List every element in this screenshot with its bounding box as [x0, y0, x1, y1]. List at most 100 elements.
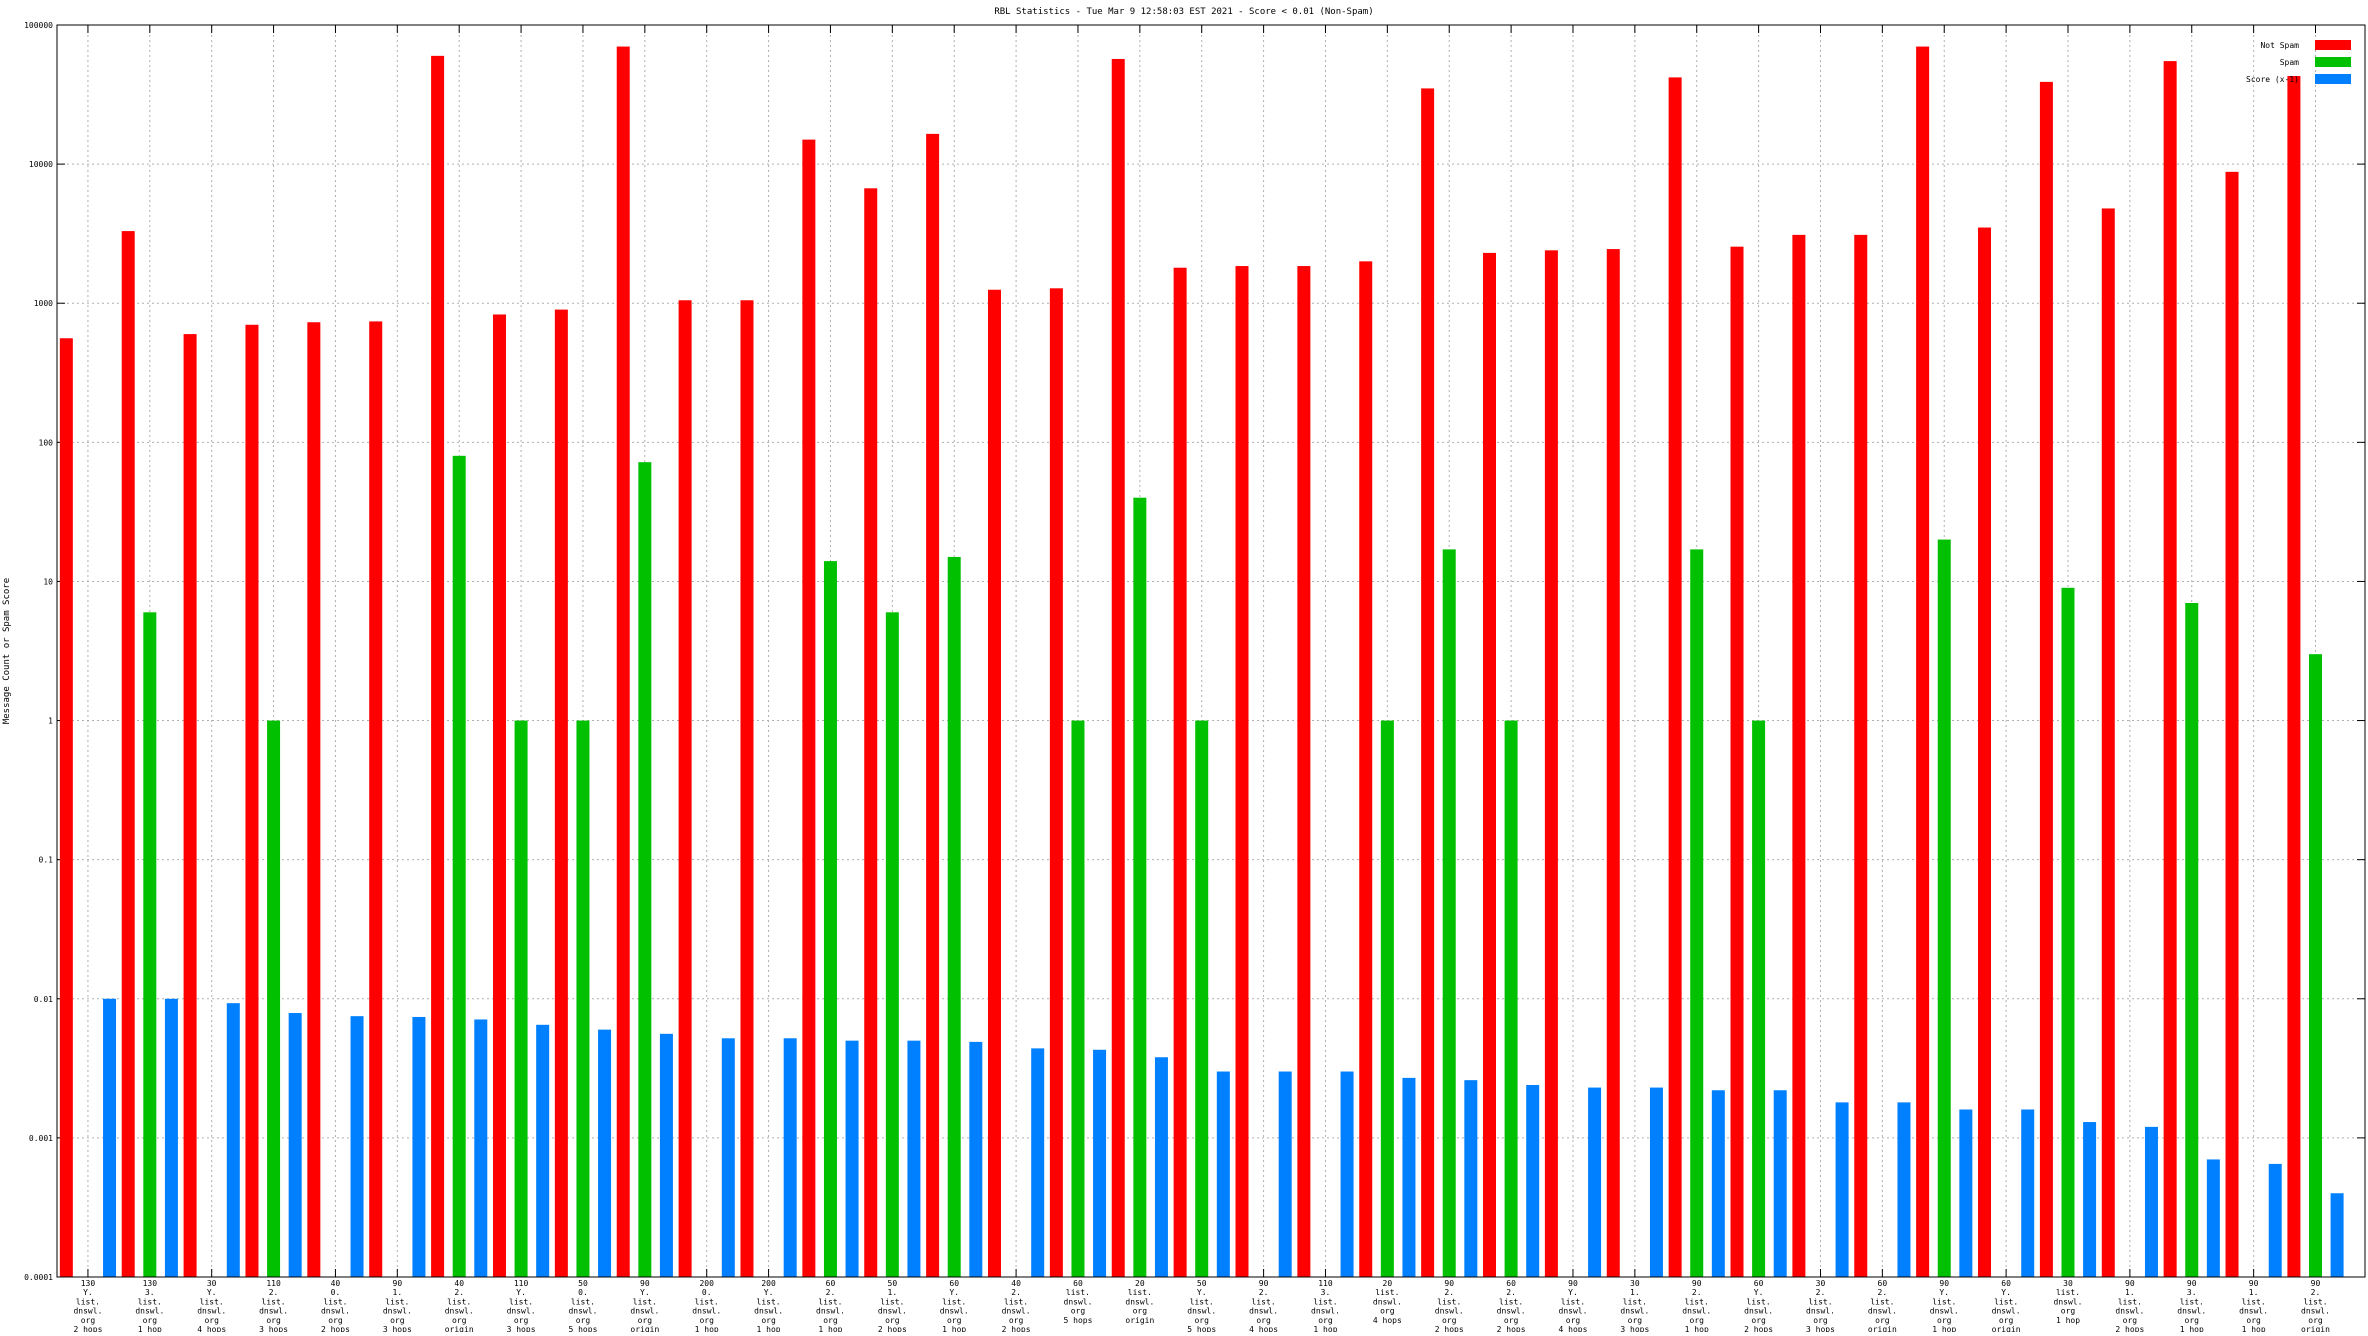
bar-score-x-1 — [412, 1016, 426, 1277]
x-tick-label: 40 2. list. dnswl. org 2 hops — [1002, 1279, 1031, 1332]
legend-swatch — [2315, 74, 2351, 84]
legend-swatch — [2315, 57, 2351, 67]
bar-spam — [576, 720, 590, 1277]
bar-score-x-1 — [721, 1038, 735, 1277]
legend-label: Score (x-1) — [2246, 75, 2299, 84]
bar-not-spam — [245, 324, 259, 1277]
bar-not-spam — [2225, 171, 2239, 1277]
x-tick-label: 90 1. list. dnswl. org 3 hops — [383, 1279, 412, 1332]
x-tick-label: 110 2. list. dnswl. org 3 hops — [259, 1279, 288, 1332]
bar-spam — [2308, 654, 2322, 1277]
bar-spam — [452, 455, 466, 1278]
legend: Not Spam Spam Score (x-1) — [2246, 40, 2351, 84]
x-tick-label: 200 0. list. dnswl. org 1 hop — [692, 1279, 721, 1332]
x-tick-label: 20 list. dnswl. org origin — [1125, 1279, 1154, 1325]
bar-not-spam — [1173, 267, 1187, 1278]
y-tick-label: 0.0001 — [24, 1273, 53, 1282]
bar-score-x-1 — [1154, 1057, 1168, 1277]
bar-not-spam — [1854, 234, 1868, 1277]
x-tick-label: 90 Y. list. dnswl. org 1 hop — [1930, 1279, 1959, 1332]
bar-score-x-1 — [1216, 1071, 1230, 1277]
x-tick-label: 60 Y. list. dnswl. org 1 hop — [940, 1279, 969, 1332]
x-tick-label: 30 Y. list. dnswl. org 4 hops — [197, 1279, 226, 1332]
x-tick-label: 60 2. list. dnswl. org origin — [1868, 1279, 1897, 1332]
x-tick-label: 90 1. list. dnswl. org 1 hop — [2239, 1279, 2268, 1332]
bar-not-spam — [431, 55, 445, 1278]
bar-not-spam — [2287, 75, 2301, 1277]
bar-spam — [1937, 539, 1951, 1277]
bar-not-spam — [926, 133, 940, 1277]
bar-score-x-1 — [2330, 1193, 2344, 1277]
bar-score-x-1 — [536, 1024, 550, 1277]
y-tick-label: 100 — [39, 438, 54, 447]
bar-score-x-1 — [1588, 1087, 1602, 1277]
bar-not-spam — [802, 139, 816, 1277]
bar-not-spam — [1606, 249, 1620, 1277]
bar-spam — [1195, 720, 1209, 1277]
bar-score-x-1 — [969, 1041, 983, 1277]
bar-score-x-1 — [1402, 1077, 1416, 1277]
y-tick-label: 1 — [48, 717, 53, 726]
bar-not-spam — [492, 314, 506, 1277]
bars — [59, 46, 2344, 1278]
bar-spam — [1380, 720, 1394, 1277]
x-tick-label: 30 2. list. dnswl. org 3 hops — [1806, 1279, 1835, 1332]
bar-not-spam — [183, 334, 197, 1277]
bar-score-x-1 — [1897, 1102, 1911, 1277]
chart-title: RBL Statistics - Tue Mar 9 12:58:03 EST … — [994, 7, 1373, 17]
x-tick-label: 50 1. list. dnswl. org 2 hops — [878, 1279, 907, 1332]
bar-not-spam — [554, 309, 568, 1277]
x-tick-label: 50 Y. list. dnswl. org 5 hops — [1187, 1279, 1216, 1332]
x-tick-label: 50 0. list. dnswl. org 5 hops — [568, 1279, 597, 1332]
bar-score-x-1 — [1711, 1090, 1725, 1277]
x-tick-label: 90 2. list. dnswl. org 1 hop — [1682, 1279, 1711, 1332]
bar-not-spam — [121, 231, 135, 1277]
bar-score-x-1 — [474, 1019, 488, 1277]
x-tick-label: 130 3. list. dnswl. org 1 hop — [135, 1279, 164, 1332]
x-tick-label: 60 2. list. dnswl. org 1 hop — [816, 1279, 845, 1332]
bar-not-spam — [369, 321, 383, 1277]
y-tick-label: 1000 — [34, 299, 53, 308]
x-tick-label: 40 2. list. dnswl. org origin — [445, 1279, 474, 1332]
bar-score-x-1 — [2206, 1159, 2220, 1277]
bar-spam — [1752, 720, 1766, 1277]
y-tick-label: 0.01 — [34, 995, 53, 1004]
bar-not-spam — [1792, 234, 1806, 1277]
bar-spam — [638, 462, 652, 1278]
x-tick-label: 90 Y. list. dnswl. org origin — [630, 1279, 659, 1332]
bar-spam — [2061, 587, 2075, 1277]
y-tick-label: 10000 — [29, 160, 53, 169]
bar-score-x-1 — [1835, 1102, 1849, 1277]
legend-label: Not Spam — [2260, 41, 2299, 50]
bar-spam — [1071, 720, 1085, 1277]
bar-spam — [947, 556, 961, 1277]
bar-score-x-1 — [1278, 1071, 1292, 1277]
x-tick-label: 130 Y. list. dnswl. org 2 hops — [73, 1279, 102, 1332]
bar-score-x-1 — [288, 1013, 302, 1277]
bar-not-spam — [740, 300, 754, 1278]
bar-score-x-1 — [226, 1003, 240, 1277]
bar-spam — [1504, 720, 1518, 1277]
bar-not-spam — [1359, 261, 1373, 1278]
x-tick-label: 20 list. dnswl. org 4 hops — [1373, 1279, 1402, 1325]
x-tick-label: 200 Y. list. dnswl. org 1 hop — [754, 1279, 783, 1332]
bar-score-x-1 — [1773, 1090, 1787, 1277]
x-tick-label: 30 1. list. dnswl. org 3 hops — [1620, 1279, 1649, 1332]
bar-score-x-1 — [164, 998, 178, 1277]
bar-spam — [2185, 602, 2199, 1277]
bar-not-spam — [1483, 252, 1497, 1277]
bar-score-x-1 — [1031, 1048, 1045, 1277]
bar-not-spam — [59, 338, 73, 1277]
bar-not-spam — [1668, 77, 1682, 1278]
x-tick-label: 60 Y. list. dnswl. org 2 hops — [1744, 1279, 1773, 1332]
bar-not-spam — [307, 322, 321, 1277]
x-tick-label: 90 1. list. dnswl. org 2 hops — [2115, 1279, 2144, 1332]
bar-not-spam — [1544, 250, 1558, 1278]
x-axis-ticks: 130 Y. list. dnswl. org 2 hops 130 3. list. dnswl… — [73, 25, 2330, 1334]
bar-score-x-1 — [1649, 1087, 1663, 1277]
bar-not-spam — [1730, 246, 1744, 1277]
bar-score-x-1 — [659, 1033, 673, 1277]
bar-not-spam — [987, 289, 1001, 1277]
bar-score-x-1 — [783, 1038, 797, 1277]
bar-not-spam — [2163, 61, 2177, 1278]
